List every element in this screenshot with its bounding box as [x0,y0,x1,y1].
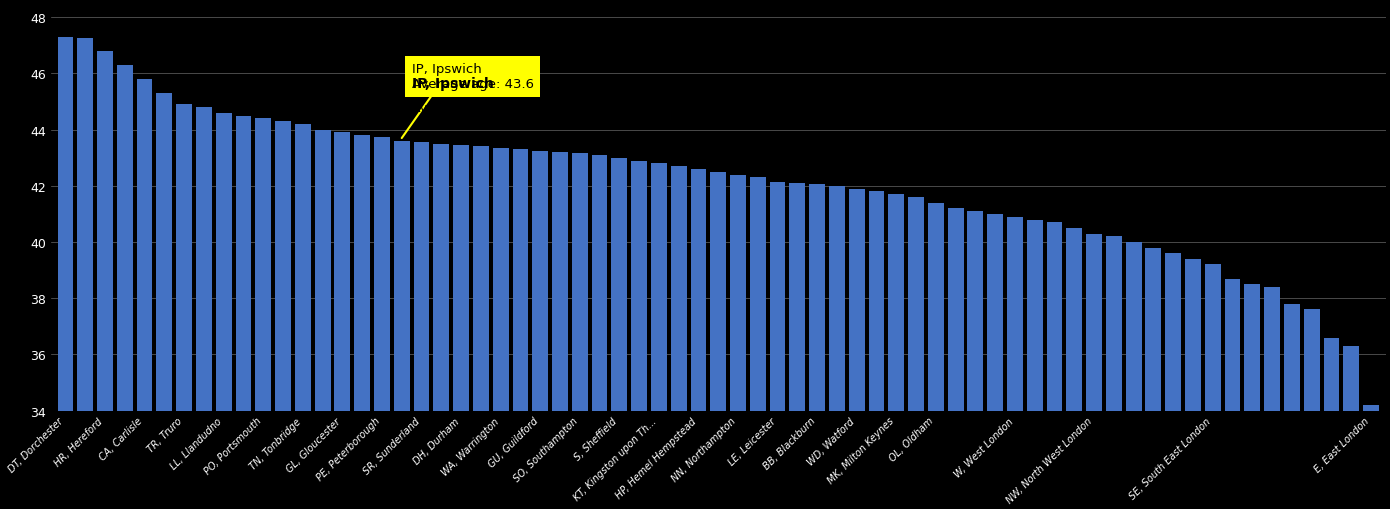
Text: IP, Ipswich: IP, Ipswich [411,77,493,91]
Bar [929,203,944,509]
Bar [552,153,569,509]
Bar [1264,288,1280,509]
Bar [314,130,331,509]
Bar [770,182,785,509]
Bar [612,158,627,509]
Bar [1364,405,1379,509]
Bar [1027,220,1042,509]
Bar [691,169,706,509]
Bar [790,184,805,509]
Text: Average age:: Average age: [411,102,499,115]
Bar [335,133,350,509]
Bar [849,189,865,509]
Bar [1205,265,1220,509]
Bar [1047,223,1062,509]
Bar [275,122,291,509]
Bar [453,146,468,509]
Bar [393,142,410,509]
Bar [1284,304,1300,509]
Bar [354,136,370,509]
Bar [177,105,192,509]
Bar [414,143,430,509]
Bar [1165,254,1182,509]
Bar [1186,260,1201,509]
Bar [592,156,607,509]
Bar [215,114,232,509]
Bar [532,151,548,509]
Bar [987,214,1004,509]
Bar [374,137,389,509]
Bar [1323,338,1340,509]
Bar [710,173,726,509]
Text: IP, Ipswich
Average age: 43.6: IP, Ipswich Average age: 43.6 [411,63,534,91]
Bar [1225,279,1240,509]
Bar [434,145,449,509]
Bar [948,209,963,509]
Bar [235,117,252,509]
Bar [730,175,746,509]
Bar [513,150,528,509]
Bar [1106,237,1122,509]
Bar [473,147,489,509]
Bar [571,154,588,509]
Bar [828,186,845,509]
Bar [97,52,113,509]
Bar [157,94,172,509]
Bar [1145,248,1161,509]
Bar [888,195,904,509]
Bar [256,119,271,509]
Bar [631,161,646,509]
Bar [749,178,766,509]
Bar [869,192,884,509]
Bar [196,108,211,509]
Bar [117,66,132,509]
Bar [78,39,93,509]
Bar [1244,285,1261,509]
Bar [295,125,311,509]
Bar [809,185,826,509]
Bar [492,149,509,509]
Bar [908,197,924,509]
Bar [1086,234,1102,509]
Bar [1343,346,1359,509]
Bar [1066,229,1083,509]
Bar [1126,242,1141,509]
Bar [1304,310,1319,509]
Bar [1006,217,1023,509]
Bar [671,167,687,509]
Bar [57,38,74,509]
Bar [651,164,667,509]
Bar [136,80,153,509]
Bar [967,212,983,509]
